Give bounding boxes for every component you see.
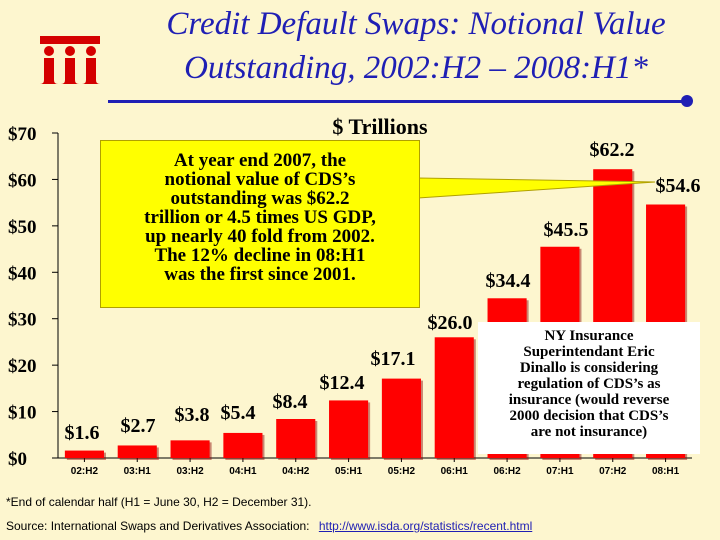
x-tick-label: 07:H1: [546, 466, 574, 477]
bar: [64, 450, 104, 458]
note-line: Dinallo is considering: [519, 360, 659, 376]
x-tick-label: 03:H2: [176, 466, 204, 477]
callout-line: outstanding was $62.2: [170, 188, 350, 209]
y-tick-label: $70: [8, 124, 37, 145]
title-divider: [108, 100, 688, 103]
title-divider-dot: [681, 95, 693, 107]
y-tick-label: $30: [8, 310, 37, 331]
note-line: 2000 decision that CDS’s: [509, 408, 669, 424]
data-label: $26.0: [428, 312, 473, 334]
data-label: $17.1: [371, 348, 416, 370]
data-label: $62.2: [590, 139, 635, 161]
bar: [276, 419, 316, 458]
x-tick-label: 03:H1: [124, 466, 152, 477]
x-tick-label: 05:H2: [388, 466, 416, 477]
data-label: $54.6: [656, 175, 701, 197]
x-tick-label: 07:H2: [599, 466, 627, 477]
callout-line: was the first since 2001.: [164, 264, 356, 285]
bar: [381, 378, 421, 458]
x-tick-label: 06:H1: [441, 466, 469, 477]
data-label: $3.8: [175, 404, 210, 426]
page-title: Credit Default Swaps: Notional Value Out…: [112, 2, 720, 90]
note-line: Superintendant Eric: [523, 344, 655, 360]
bar: [434, 337, 474, 458]
regulation-note: NY Insurance Superintendant Eric Dinallo i…: [478, 322, 700, 454]
data-label: $1.6: [65, 422, 100, 444]
callout-line: At year end 2007, the: [173, 150, 347, 171]
y-tick-label: $10: [8, 403, 37, 424]
bar: [117, 445, 157, 458]
data-label: $34.4: [486, 270, 531, 292]
bar: [223, 432, 263, 458]
data-label: $5.4: [221, 402, 256, 424]
x-tick-label: 04:H2: [282, 466, 310, 477]
y-tick-label: $40: [8, 263, 37, 284]
title-line-1: Credit Default Swaps: Notional Value: [166, 6, 666, 42]
callout-box: At year end 2007, the notional value of C…: [100, 140, 420, 308]
x-tick-label: 02:H2: [71, 466, 99, 477]
title-line-2: Outstanding, 2002:H2 – 2008:H1*: [184, 50, 648, 86]
data-label: $12.4: [320, 372, 365, 394]
y-tick-label: $60: [8, 170, 37, 191]
data-label: $45.5: [544, 219, 589, 241]
note-line: regulation of CDS’s as: [517, 376, 661, 392]
bar: [329, 400, 369, 458]
x-tick-label: 04:H1: [229, 466, 257, 477]
chart-title: $ Trillions: [332, 114, 428, 139]
x-tick-label: 08:H1: [652, 466, 680, 477]
source-label: Source: International Swaps and Derivati…: [6, 519, 310, 533]
data-label: $8.4: [273, 391, 308, 413]
note-line: NY Insurance: [544, 328, 634, 344]
y-tick-label: $50: [8, 217, 37, 238]
footnote: *End of calendar half (H1 = June 30, H2 …: [6, 495, 312, 509]
note-line: are not insurance): [530, 424, 648, 440]
source-line: Source: International Swaps and Derivati…: [6, 519, 532, 533]
source-link[interactable]: http://www.isda.org/statistics/recent.ht…: [318, 519, 533, 533]
callout-line: up nearly 40 fold from 2002.: [145, 226, 375, 247]
callout-line: trillion or 4.5 times US GDP,: [144, 207, 376, 228]
y-tick-label: $0: [8, 449, 27, 470]
x-tick-label: 05:H1: [335, 466, 363, 477]
iii-logo: [40, 36, 100, 84]
bar: [170, 440, 210, 458]
data-label: $2.7: [121, 415, 156, 437]
y-tick-label: $20: [8, 356, 37, 377]
callout-line: The 12% decline in 08:H1: [154, 245, 366, 266]
note-line: insurance (would reverse: [508, 392, 670, 408]
x-tick-label: 06:H2: [493, 466, 521, 477]
callout-line: notional value of CDS’s: [164, 169, 356, 190]
